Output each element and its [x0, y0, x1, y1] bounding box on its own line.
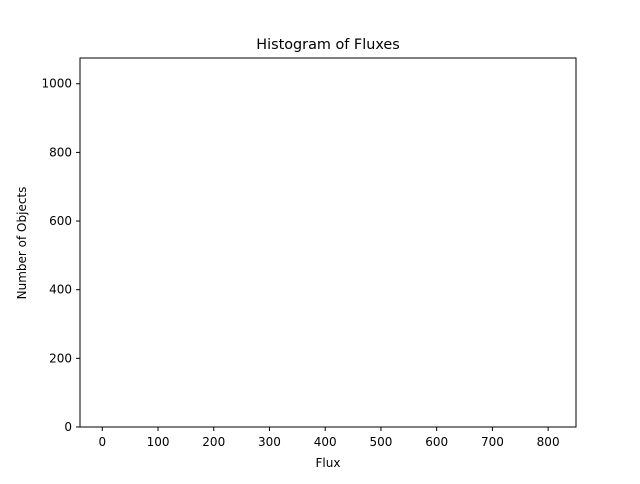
x-tick-label: 500 [369, 435, 392, 449]
y-tick-label: 200 [49, 351, 72, 365]
x-tick-label: 700 [481, 435, 504, 449]
x-tick-label: 300 [258, 435, 281, 449]
chart-title: Histogram of Fluxes [256, 37, 400, 53]
y-tick-label: 0 [64, 420, 72, 434]
y-tick-label: 1000 [41, 77, 72, 91]
x-tick-label: 100 [147, 435, 170, 449]
y-tick-label: 600 [49, 214, 72, 228]
plot-area-frame [79, 57, 577, 428]
x-axis-ticks: 0 100 200 300 400 500 600 700 800 [98, 427, 560, 449]
y-axis-label: Number of Objects [15, 187, 29, 300]
y-tick-label: 800 [49, 145, 72, 159]
y-tick-label: 400 [49, 283, 72, 297]
x-tick-label: 200 [202, 435, 225, 449]
x-tick-label: 600 [425, 435, 448, 449]
x-axis-label: Flux [316, 456, 341, 470]
x-tick-label: 800 [537, 435, 560, 449]
y-axis-ticks: 0 200 400 600 800 1000 [41, 77, 80, 434]
x-tick-label: 0 [98, 435, 106, 449]
x-tick-label: 400 [314, 435, 337, 449]
